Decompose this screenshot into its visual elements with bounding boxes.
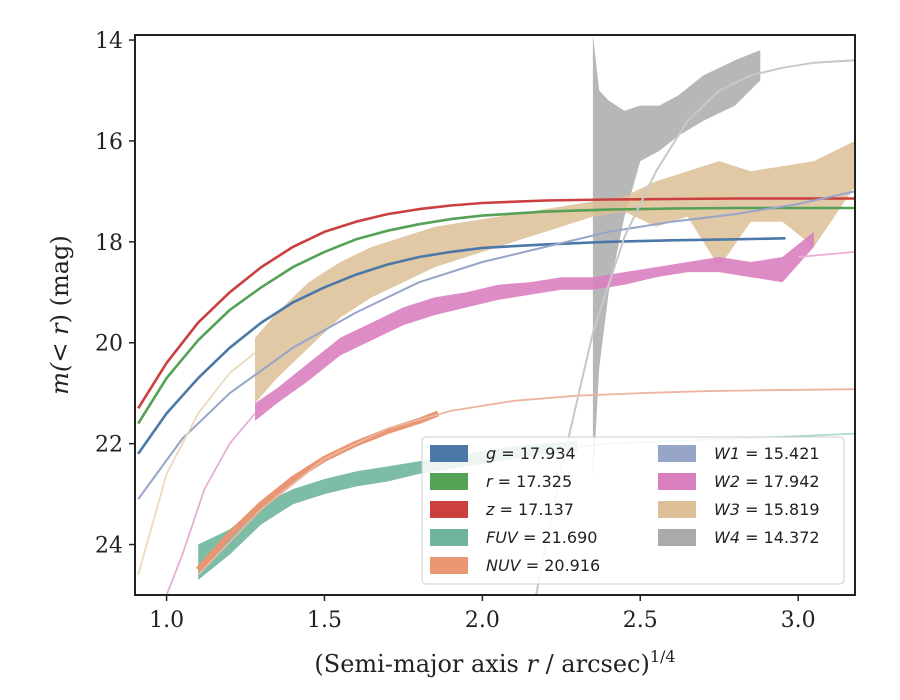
legend-label-g: g = 17.934 [486,444,576,463]
legend-swatch-w3 [658,501,696,518]
legend-label-w1: W1 = 15.421 [714,444,820,463]
legend-swatch-g [430,445,468,462]
x-tick-label: 2.5 [623,608,658,633]
legend-label-nuv: NUV = 20.916 [486,556,600,575]
y-tick-label: 24 [95,534,123,559]
legend-swatch-w2 [658,473,696,490]
legend-label-r: r = 17.325 [486,472,572,491]
band-w3 [255,140,855,404]
series-line-w4-fit [535,59,855,595]
y-tick-label: 22 [95,433,123,458]
band-fuv [198,441,578,580]
series-line-r [137,206,855,425]
series-line-w2-fit [165,412,256,595]
series-line-nuv-fit [197,388,855,576]
series-line-w3-fit [137,352,256,576]
series-line-z [137,197,855,409]
legend-label-fuv: FUV = 21.690 [486,528,597,547]
y-tick-label: 18 [95,231,123,256]
y-axis: 14 16 18 20 22 24 [95,29,135,559]
plot-frame [134,34,856,596]
legend-swatch-nuv [430,557,468,574]
legend-swatch-w1 [658,445,696,462]
x-tick-label: 3.0 [781,608,816,633]
bands-layer [198,35,855,580]
legend-swatch-r [430,473,468,490]
series-line-w2-tail [798,251,855,258]
x-tick-label: 2.0 [465,608,500,633]
band-w2 [255,231,814,421]
legend-box [421,436,845,585]
legend-label-z: z = 17.137 [485,500,574,519]
y-tick-label: 20 [95,332,123,357]
legend-swatch-z [430,501,468,518]
x-tick-label: 1.5 [307,608,342,633]
x-axis: 1.0 1.5 2.0 2.5 3.0 [149,595,816,633]
legend-label-w3: W3 = 15.819 [714,500,820,519]
legend-label-w4: W4 = 14.372 [714,528,820,547]
legend: g = 17.934 r = 17.325 z = 17.137 FUV = 21.6… [421,436,845,585]
legend-swatch-w4 [658,529,696,546]
series-line-w1 [137,190,855,500]
y-axis-title: m(< r) (mag) [46,235,74,395]
legend-swatch-fuv [430,529,468,546]
y-tick-label: 16 [95,130,123,155]
band-w4 [592,35,761,484]
x-axis-title: (Semi-major axis r / arcsec)1/4 [314,647,675,678]
y-tick-label: 14 [95,29,123,54]
x-tick-label: 1.0 [149,608,184,633]
series-line-g [137,237,786,455]
legend-label-w2: W2 = 17.942 [714,472,820,491]
